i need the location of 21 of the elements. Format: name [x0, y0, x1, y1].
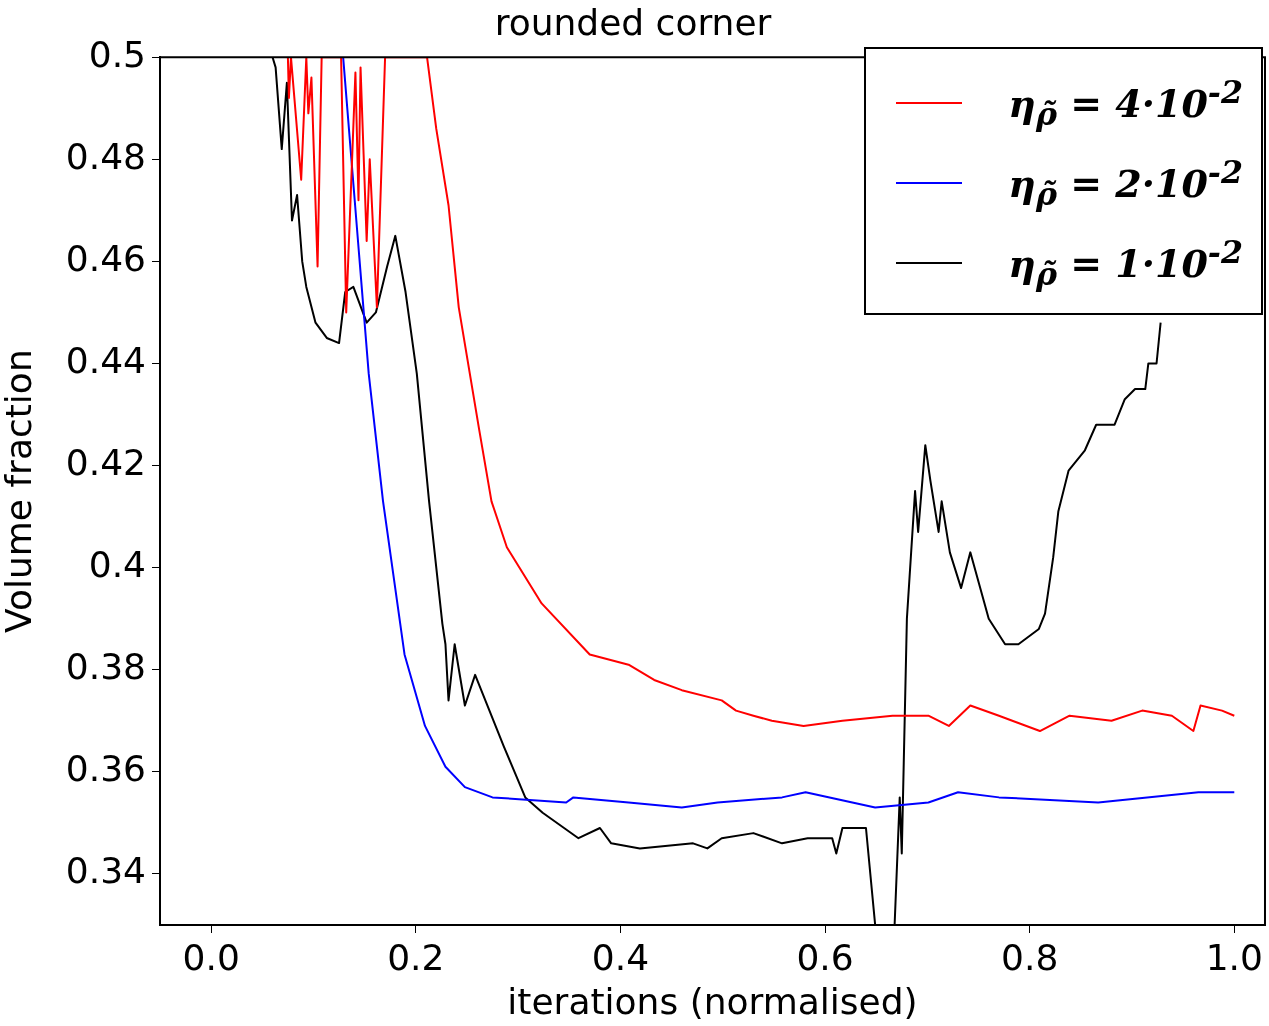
legend-label: η$_{ρ̃}$ = 2·10$^{-2}$ [1008, 153, 1243, 213]
legend-label: η$_{ρ̃}$ = 1·10$^{-2}$ [1008, 233, 1243, 293]
y-tick-label: 0.36 [65, 748, 146, 790]
x-tick-label: 0.4 [591, 936, 650, 978]
y-axis-title: Volume fraction [0, 349, 39, 633]
x-tick-label: 1.0 [1205, 936, 1263, 978]
y-tick-label: 0.5 [88, 33, 146, 75]
y-tick-label: 0.4 [88, 544, 146, 586]
x-tick-label: 0.2 [387, 936, 445, 978]
y-tick-label: 0.34 [65, 850, 146, 892]
x-tick-label: 0.8 [1001, 936, 1059, 978]
x-tick-label: 0.6 [796, 936, 854, 978]
x-axis-title: iterations (normalised) [507, 980, 918, 1022]
legend-label: η$_{ρ̃}$ = 4·10$^{-2}$ [1008, 73, 1243, 133]
y-tick-label: 0.42 [65, 441, 146, 483]
chart-title: rounded corner [494, 1, 772, 43]
y-tick-label: 0.46 [65, 237, 146, 279]
y-tick-label: 0.38 [65, 646, 146, 688]
x-tick-label: 0.0 [182, 936, 240, 978]
y-tick-label: 0.48 [65, 135, 146, 177]
y-tick-label: 0.44 [65, 339, 146, 381]
